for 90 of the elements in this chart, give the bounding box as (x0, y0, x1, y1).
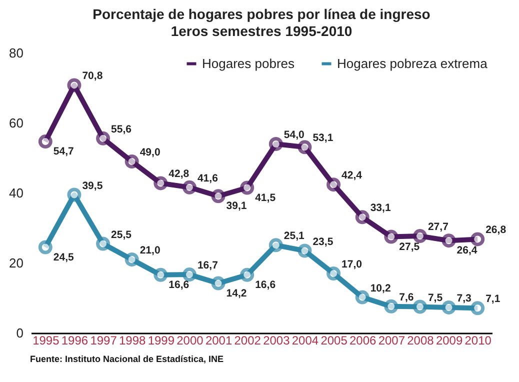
data-label: 7,1 (486, 293, 500, 306)
data-label: 7,6 (399, 291, 414, 304)
y-tick-label: 60 (9, 116, 24, 130)
point (240, 180, 254, 195)
x-tick-label: 2008 (407, 334, 434, 348)
point (412, 300, 427, 314)
point (298, 244, 312, 258)
point (326, 178, 341, 192)
point (268, 137, 283, 151)
point (412, 229, 427, 244)
source-note: Fuente: Instituto Nacional de Estadística, INE (30, 354, 225, 364)
point (96, 131, 110, 146)
data-label: 42,8 (168, 168, 190, 180)
data-label: 24,5 (53, 251, 74, 264)
point (124, 154, 139, 168)
point (211, 276, 226, 290)
y-tick-label: 40 (9, 186, 24, 200)
x-tick-label: 1995 (32, 334, 60, 348)
point (124, 252, 139, 266)
data-label: 54,0 (284, 129, 305, 141)
legend-label: Hogares pobres (202, 56, 295, 71)
point (67, 188, 82, 202)
data-label: 17,0 (342, 258, 362, 270)
point (211, 189, 226, 204)
point (96, 236, 110, 251)
x-tick-label: 2000 (176, 334, 204, 348)
data-label: 27,5 (399, 240, 420, 253)
data-label: 16,6 (168, 278, 190, 291)
point (38, 240, 52, 254)
data-label: 10,2 (370, 282, 391, 294)
data-label: 54,7 (53, 146, 74, 158)
point (154, 268, 168, 282)
point (355, 290, 370, 304)
data-label: 27,7 (428, 221, 449, 234)
point (442, 300, 456, 314)
x-tick-label: 2010 (464, 334, 492, 348)
point (298, 140, 312, 154)
point (67, 78, 82, 92)
data-label: 33,1 (370, 202, 391, 214)
point (268, 238, 283, 252)
data-label: 16,6 (255, 278, 276, 291)
data-label: 14,2 (226, 287, 247, 300)
legend-label: Hogares pobreza extrema (337, 56, 488, 71)
x-tick-label: 2003 (263, 334, 290, 348)
x-tick-label: 2004 (292, 334, 319, 348)
x-tick-label: 1998 (118, 334, 146, 348)
data-label: 49,0 (140, 146, 160, 158)
y-tick-label: 0 (16, 326, 24, 340)
data-label: 7,3 (456, 292, 472, 304)
x-tick-label: 2005 (320, 334, 348, 348)
chart-subtitle: 1eros semestres 1995-2010 (170, 23, 352, 39)
point (182, 268, 196, 282)
point (355, 210, 370, 224)
data-label: 55,6 (111, 123, 132, 136)
point (154, 176, 168, 190)
point (470, 301, 485, 316)
data-label: 53,1 (312, 132, 334, 144)
point (38, 134, 52, 149)
data-label: 23,5 (312, 236, 334, 248)
x-tick-label: 1999 (148, 334, 175, 348)
point (240, 268, 254, 282)
point (384, 230, 398, 244)
point (182, 180, 196, 194)
chart-title: Porcentaje de hogares pobres por línea de ingreso (92, 6, 430, 22)
data-label: 26,4 (456, 244, 478, 257)
data-label: 41,6 (197, 172, 218, 184)
y-tick-label: 20 (9, 256, 24, 270)
x-tick-label: 2007 (378, 334, 406, 348)
x-tick-label: 1997 (90, 334, 118, 348)
data-label: 70,8 (82, 70, 103, 82)
data-label: 25,1 (284, 230, 305, 242)
x-tick-label: 1996 (61, 334, 88, 348)
data-label: 39,1 (226, 200, 247, 212)
x-tick-label: 2009 (436, 334, 463, 348)
x-tick-label: 2001 (205, 334, 232, 348)
point (470, 232, 485, 246)
y-tick-label: 80 (9, 46, 24, 60)
data-label: 21,0 (140, 244, 160, 256)
point (384, 299, 398, 314)
point (326, 266, 341, 280)
data-label: 42,4 (342, 170, 362, 182)
data-label: 41,5 (255, 192, 276, 204)
data-label: 7,5 (428, 292, 443, 304)
x-tick-label: 2002 (234, 334, 262, 348)
x-tick-label: 2006 (349, 334, 377, 348)
data-label: 16,7 (197, 260, 218, 272)
point (442, 234, 456, 248)
data-label: 25,5 (111, 228, 132, 241)
data-label: 39,5 (82, 180, 103, 192)
data-label: 26,8 (486, 224, 506, 236)
